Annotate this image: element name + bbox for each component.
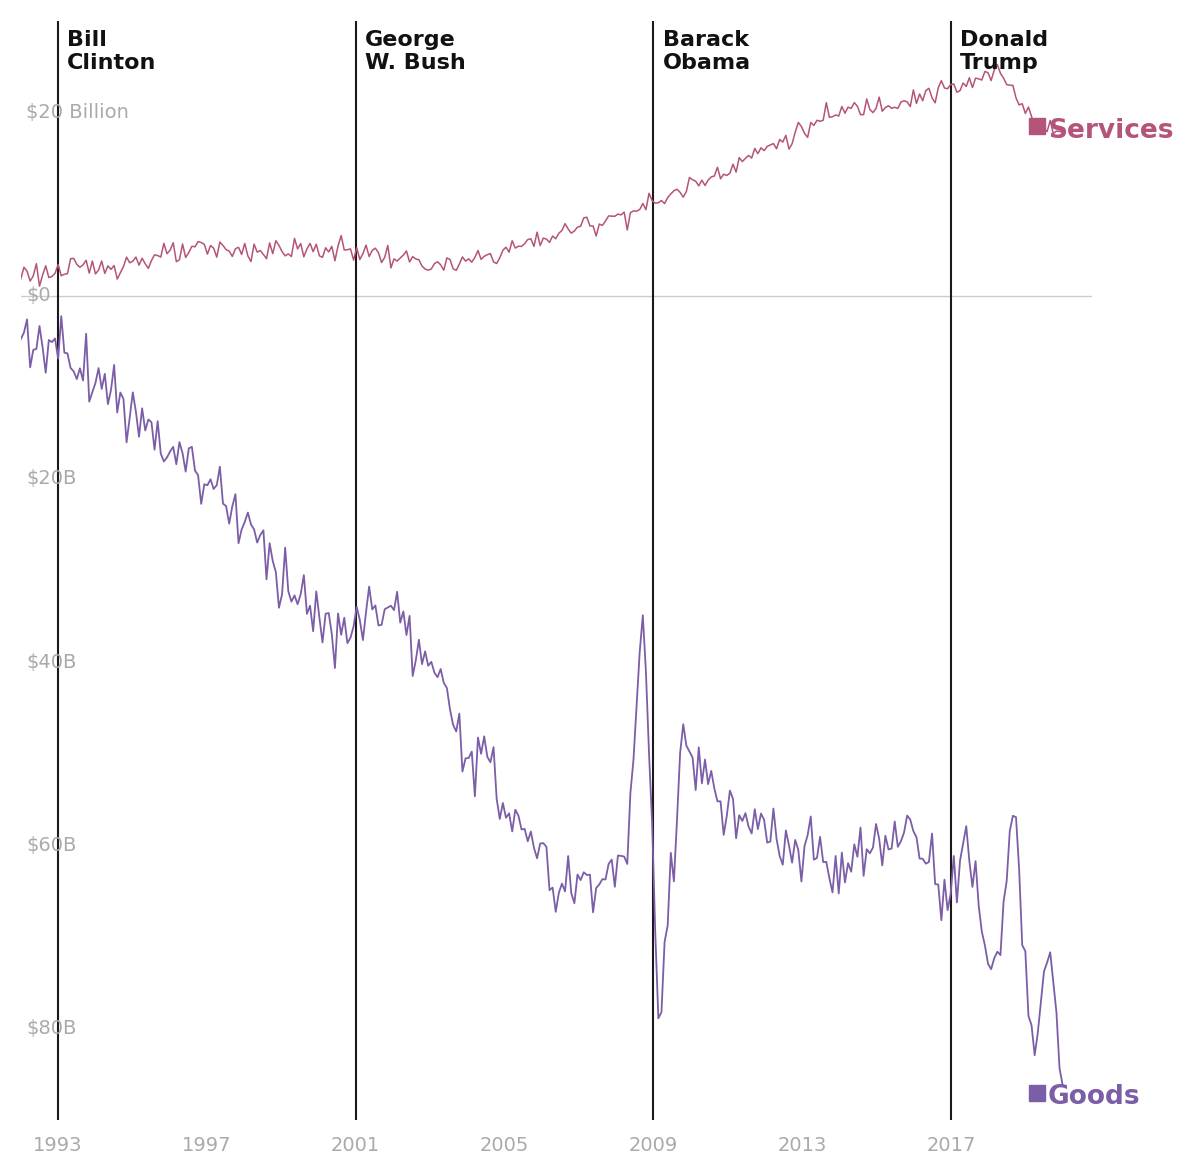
Text: $80B: $80B [26, 1020, 77, 1038]
Text: Goods: Goods [1048, 1084, 1140, 1110]
Text: $0: $0 [26, 286, 52, 306]
Text: $20 Billion: $20 Billion [26, 103, 130, 122]
Text: Services: Services [1048, 118, 1174, 143]
Text: Bill
Clinton: Bill Clinton [67, 31, 157, 73]
Text: $40B: $40B [26, 653, 77, 671]
Text: $20B: $20B [26, 469, 77, 488]
Text: Donald
Trump: Donald Trump [960, 31, 1049, 73]
Text: George
W. Bush: George W. Bush [365, 31, 466, 73]
Text: Barack
Obama: Barack Obama [662, 31, 751, 73]
Text: $60B: $60B [26, 836, 77, 855]
